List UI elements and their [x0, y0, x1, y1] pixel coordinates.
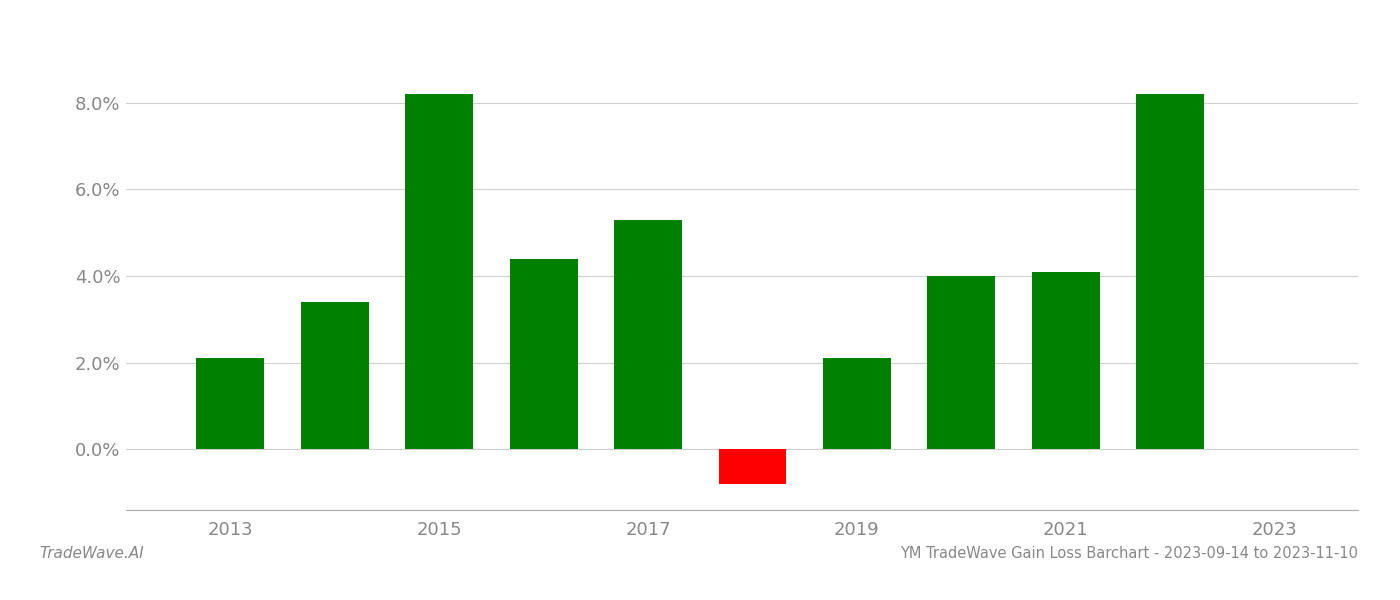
- Bar: [196, 358, 265, 449]
- Bar: [1032, 272, 1099, 449]
- Bar: [1137, 94, 1204, 449]
- Bar: [510, 259, 578, 449]
- Bar: [405, 94, 473, 449]
- Text: YM TradeWave Gain Loss Barchart - 2023-09-14 to 2023-11-10: YM TradeWave Gain Loss Barchart - 2023-0…: [900, 547, 1358, 562]
- Bar: [927, 276, 995, 449]
- Bar: [615, 220, 682, 449]
- Bar: [301, 302, 368, 449]
- Bar: [718, 449, 787, 484]
- Bar: [823, 358, 890, 449]
- Text: TradeWave.AI: TradeWave.AI: [39, 547, 144, 562]
